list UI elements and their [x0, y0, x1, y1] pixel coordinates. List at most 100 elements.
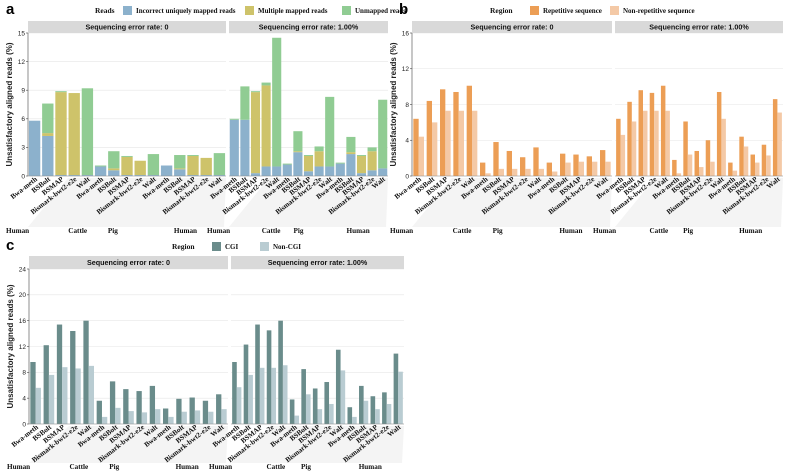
species-label: Human: [739, 227, 762, 235]
bar-segment: [213, 153, 226, 176]
bar-segment: [174, 169, 186, 176]
y-tick-label: 12: [19, 344, 27, 351]
bar: [552, 171, 558, 176]
bar: [743, 146, 749, 176]
facet: Sequencing error rate: 0Bwa-methBSBoltHu…: [390, 21, 612, 235]
bar: [96, 400, 102, 424]
bar: [533, 147, 539, 176]
species-label: Human: [176, 463, 199, 471]
legend-label: Non-CGI: [273, 243, 301, 251]
facet-title: Sequencing error rate: 0: [470, 23, 553, 32]
legend-title: Region: [490, 6, 513, 15]
bar: [676, 173, 682, 176]
bar-segment: [282, 163, 292, 165]
bar: [445, 110, 451, 176]
bar: [694, 150, 699, 176]
bar-segment: [174, 155, 186, 169]
facet: Sequencing error rate: 1.00%Bwa-methBSBo…: [593, 21, 783, 235]
bar: [386, 403, 392, 424]
y-tick-label: 12: [402, 66, 410, 73]
bar-segment: [160, 165, 173, 176]
bar-segment: [121, 155, 133, 157]
bar-segment: [335, 162, 345, 164]
legend-title: Reads: [95, 6, 115, 15]
bar: [683, 121, 688, 176]
species-label: Pig: [301, 463, 311, 471]
bar: [432, 122, 438, 176]
bar: [721, 118, 726, 176]
y-tick-label: 8: [405, 102, 409, 109]
bar: [493, 142, 499, 176]
species-label: Pig: [493, 227, 503, 235]
bar: [294, 415, 300, 424]
bar: [480, 162, 486, 176]
facet: Sequencing error rate: 1.00%Bwa-methBSBo…: [209, 256, 404, 471]
bar: [506, 150, 512, 176]
bar: [141, 412, 148, 424]
bar: [739, 136, 744, 176]
legend-label: Repetitive sequence: [543, 7, 602, 15]
y-tick-label: 12: [18, 59, 26, 66]
y-tick-label: 3: [21, 145, 25, 152]
species-label: Pig: [108, 227, 118, 235]
bar: [766, 155, 771, 176]
bar-segment: [346, 152, 356, 155]
y-tick-label: 8: [22, 370, 26, 377]
bar-segment: [250, 173, 261, 176]
bar-segment: [261, 85, 271, 167]
bar-segment: [200, 157, 212, 176]
bar: [149, 385, 156, 424]
bar-segment: [261, 82, 271, 86]
bar: [398, 371, 403, 424]
facet-title: Sequencing error rate: 1.00%: [259, 23, 359, 32]
bar: [426, 100, 432, 176]
bar-segment: [314, 151, 324, 167]
bar-segment: [187, 175, 199, 176]
bar: [289, 399, 295, 424]
bar: [600, 150, 606, 176]
facet-title: Sequencing error rate: 1.00%: [649, 23, 749, 32]
y-tick-label: 0: [21, 173, 25, 180]
bar: [472, 110, 478, 176]
bar-segment: [134, 175, 146, 176]
species-label: Human: [6, 227, 29, 235]
bar: [560, 153, 566, 176]
species-band: [28, 178, 226, 227]
bar-segment: [314, 166, 324, 176]
bar: [359, 385, 364, 424]
bar: [162, 408, 169, 424]
species-label: Human: [207, 227, 230, 235]
bar: [75, 368, 81, 424]
species-label: Cattle: [453, 227, 472, 235]
bar: [525, 168, 531, 176]
bar-segment: [200, 175, 212, 176]
y-tick-label: 16: [402, 30, 410, 37]
facet: Sequencing error rate: 1.00%Bwa-methBSBo…: [207, 21, 388, 235]
bar: [123, 389, 129, 424]
species-band: [615, 178, 783, 227]
facet-title: Sequencing error rate: 0: [87, 258, 170, 267]
bar: [305, 394, 311, 424]
bar-segment: [147, 154, 160, 176]
species-label: Human: [7, 463, 30, 471]
bar: [136, 391, 142, 424]
species-label: Human: [347, 227, 370, 235]
bar-segment: [250, 91, 261, 93]
bar: [221, 409, 227, 424]
bar: [649, 92, 655, 176]
bar: [616, 118, 621, 176]
chart-panel-b: b Region Repetitive sequence Non-repetitive…: [389, 1, 783, 235]
bar: [352, 416, 357, 424]
species-label: Cattle: [68, 227, 87, 235]
legend-label: Multiple mapped reads: [258, 7, 328, 15]
bar: [271, 367, 276, 424]
species-label: Cattle: [266, 463, 285, 471]
bar: [189, 397, 195, 424]
facet-strip: [229, 21, 388, 33]
legend-swatch: [260, 242, 269, 251]
bar: [638, 90, 643, 176]
legend-swatch: [342, 6, 351, 15]
bar-segment: [240, 86, 250, 120]
bar-segment: [378, 168, 388, 176]
bar-segment: [346, 154, 356, 176]
